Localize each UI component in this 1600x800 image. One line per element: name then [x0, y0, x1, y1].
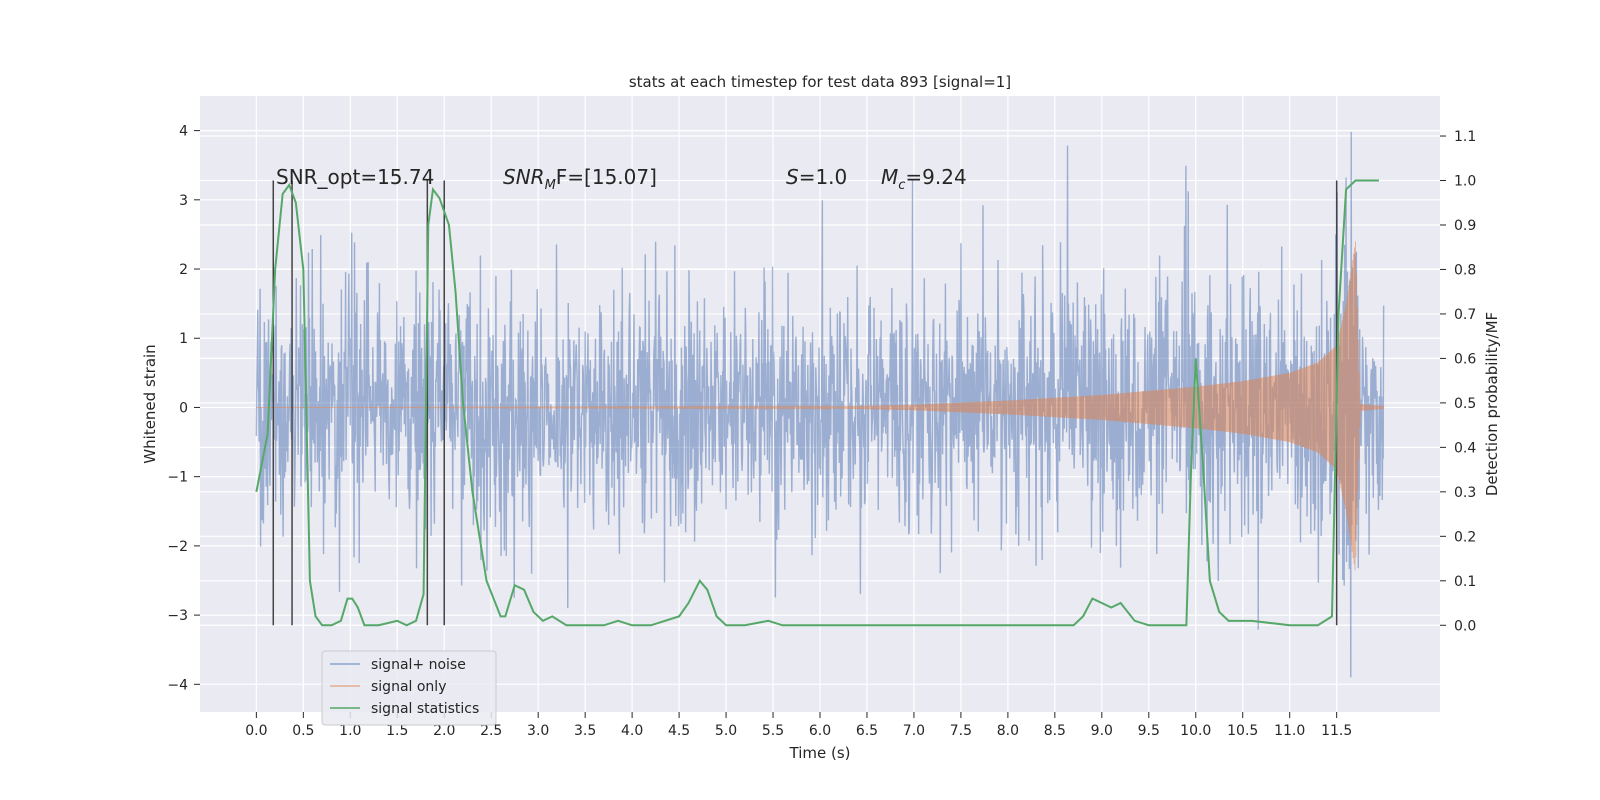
- legend-box: [321, 650, 497, 726]
- annotation-mc-rest: =9.24: [905, 165, 966, 189]
- x-tick-label-22: 11.0: [1274, 723, 1305, 739]
- x-tick-label-2: 1.0: [339, 723, 361, 739]
- annotation-snr-opt: SNR_opt=15.74: [276, 165, 434, 189]
- x-tick-label-0: 0.0: [245, 723, 267, 739]
- y-axis-left-ticks: −4 −3 −2 −1 0 1 2 3 4: [167, 124, 200, 693]
- y-right-tick-label-0: 0.0: [1454, 618, 1476, 634]
- x-tick-label-3: 1.5: [386, 723, 408, 739]
- y-left-tick-label-7: 3: [179, 193, 188, 209]
- x-tick-label-21: 10.5: [1227, 723, 1258, 739]
- y-right-tick-label-5: 0.5: [1454, 396, 1476, 412]
- y-left-tick-label-2: −2: [167, 539, 188, 555]
- y-right-tick-label-2: 0.2: [1454, 529, 1476, 545]
- x-tick-label-1: 0.5: [292, 723, 314, 739]
- y-right-tick-label-7: 0.7: [1454, 307, 1476, 323]
- legend-label-signal-statistics: signal statistics: [371, 701, 479, 717]
- y-left-tick-label-8: 4: [179, 124, 188, 140]
- trace-signal-statistics: [255, 179, 1379, 627]
- y-axis-left-label: Whitened strain: [141, 344, 159, 463]
- legend-label-signal-plus-noise: signal+ noise: [371, 657, 466, 673]
- x-tick-label-6: 3.0: [527, 723, 549, 739]
- x-tick-label-20: 10.0: [1180, 723, 1211, 739]
- series-signal-statistics: [255, 179, 1379, 627]
- y-left-tick-label-4: 0: [179, 400, 188, 416]
- legend-label-signal-only: signal only: [371, 679, 446, 695]
- legend: signal+ noise signal only signal statist…: [321, 650, 497, 726]
- annotation-mc-subscript: c: [898, 178, 905, 193]
- annotation-snr-mf: SNRMF=[15.07]: [503, 165, 657, 193]
- y-right-tick-label-10: 1.0: [1454, 174, 1476, 190]
- y-right-tick-label-9: 0.9: [1454, 218, 1476, 234]
- y-left-tick-label-5: 1: [179, 331, 188, 347]
- x-tick-label-14: 7.0: [903, 723, 925, 739]
- x-tick-label-13: 6.5: [856, 723, 878, 739]
- chart-title: stats at each timestep for test data 893…: [629, 73, 1011, 91]
- y-left-tick-label-0: −4: [167, 677, 188, 693]
- y-right-tick-label-8: 0.8: [1454, 262, 1476, 278]
- x-tick-label-5: 2.5: [480, 723, 502, 739]
- x-axis-label: Time (s): [789, 744, 851, 762]
- x-tick-label-19: 9.5: [1138, 723, 1160, 739]
- y-right-tick-label-11: 1.1: [1454, 129, 1476, 145]
- x-tick-label-16: 8.0: [997, 723, 1019, 739]
- annotation-snr-mf-symbol: SNR: [503, 165, 545, 189]
- x-tick-label-18: 9.0: [1091, 723, 1113, 739]
- x-axis-ticks: 0.0 0.5 1.0 1.5 2.0 2.5 3.0 3.5 4.0 4.5 5.0 5.5 6.0 6…: [245, 712, 1352, 739]
- x-tick-label-9: 4.5: [668, 723, 690, 739]
- annotation-snr-mf-subscript: M: [545, 178, 556, 193]
- annotation-snr-mf-rest: F=[15.07]: [556, 165, 657, 189]
- y-axis-right-label: Detection probability/MF: [1483, 312, 1501, 496]
- y-left-tick-label-6: 2: [179, 262, 188, 278]
- x-tick-label-7: 3.5: [574, 723, 596, 739]
- x-tick-label-4: 2.0: [433, 723, 455, 739]
- x-tick-label-8: 4.0: [621, 723, 643, 739]
- x-tick-label-15: 7.5: [950, 723, 972, 739]
- y-axis-right-ticks: 0.0 0.1 0.2 0.3 0.4 0.5 0.6 0.7 0.8 0.9 1.0 1.1: [1440, 129, 1476, 634]
- x-tick-label-12: 6.0: [809, 723, 831, 739]
- y-left-tick-label-1: −3: [167, 608, 188, 624]
- x-tick-label-10: 5.0: [715, 723, 737, 739]
- annotation-mc: Mc=9.24: [881, 165, 967, 193]
- annotation-s: S=1.0: [786, 165, 847, 189]
- annotation-s-symbol: S: [786, 165, 799, 189]
- y-right-tick-label-6: 0.6: [1454, 351, 1476, 367]
- y-right-tick-label-4: 0.4: [1454, 440, 1476, 456]
- x-tick-label-23: 11.5: [1321, 723, 1352, 739]
- x-tick-label-17: 8.5: [1044, 723, 1066, 739]
- annotation-s-rest: =1.0: [799, 165, 848, 189]
- y-left-tick-label-3: −1: [167, 470, 188, 486]
- annotation-mc-symbol: M: [881, 165, 898, 189]
- y-right-tick-label-1: 0.1: [1454, 574, 1476, 590]
- y-right-tick-label-3: 0.3: [1454, 485, 1476, 501]
- x-tick-label-11: 5.5: [762, 723, 784, 739]
